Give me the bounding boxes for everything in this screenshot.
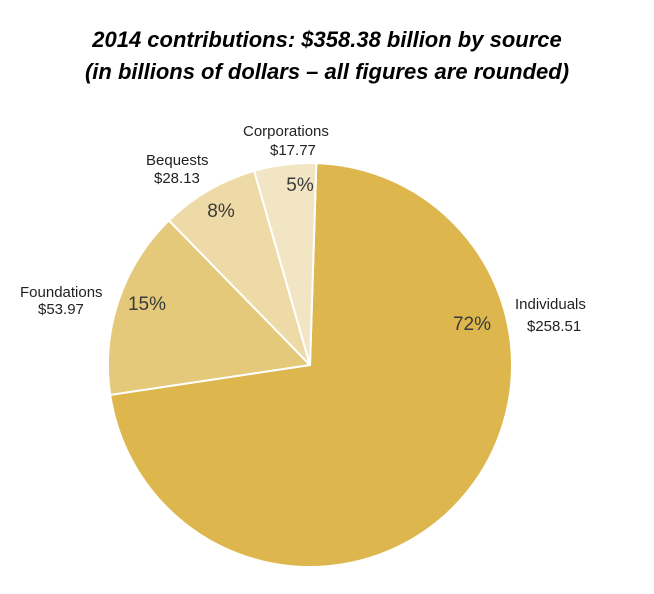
- slice-name-label-corporations: Corporations: [243, 123, 329, 140]
- pie-slice-bequests: [167, 169, 311, 366]
- pie-slice-individuals: [109, 162, 513, 568]
- pie-slice-corporations: [253, 162, 318, 366]
- slice-value-label-bequests: $28.13: [154, 170, 200, 187]
- slice-name-label-individuals: Individuals: [515, 296, 586, 313]
- slice-name-label-foundations: Foundations: [20, 284, 103, 301]
- slice-percent-label-bequests: 8%: [207, 201, 235, 222]
- chart-subtitle: (in billions of dollars – all figures ar…: [84, 59, 570, 84]
- slice-value-label-corporations: $17.77: [270, 142, 316, 159]
- chart-title-block: 2014 contributions: $358.38 billion by s…: [0, 24, 654, 88]
- slice-value-label-individuals: $258.51: [527, 318, 581, 335]
- chart-title: 2014 contributions: $358.38 billion by s…: [92, 27, 562, 52]
- slice-name-label-bequests: Bequests: [146, 152, 209, 169]
- pie-slices: [107, 162, 513, 568]
- slice-percent-label-individuals: 72%: [453, 314, 491, 335]
- slice-percent-label-foundations: 15%: [128, 294, 166, 315]
- slice-percent-label-corporations: 5%: [286, 175, 314, 196]
- pie-slice-foundations: [107, 219, 311, 396]
- slice-value-label-foundations: $53.97: [38, 301, 84, 318]
- pie-labels: 72% Individuals $258.51 15% Foundations$53.9…: [20, 123, 586, 335]
